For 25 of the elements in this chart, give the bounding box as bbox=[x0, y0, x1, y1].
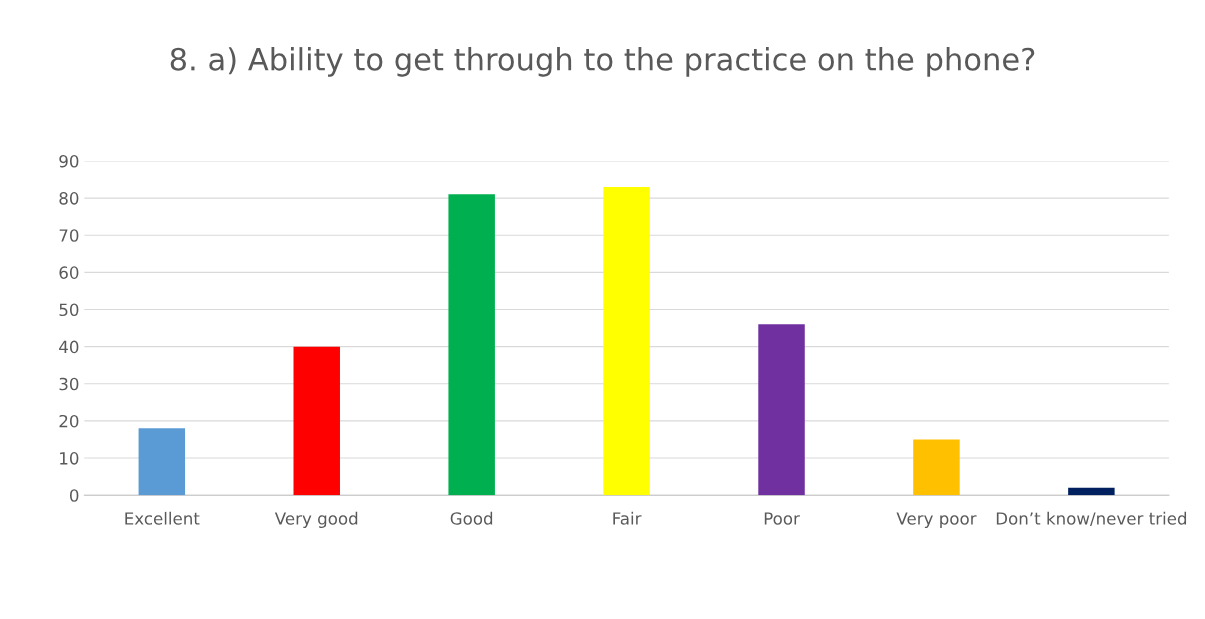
y-tick-label: 10 bbox=[60, 452, 79, 465]
y-tick-label: 20 bbox=[59, 414, 79, 428]
bar bbox=[448, 194, 495, 496]
x-tick-label: Very poor bbox=[896, 512, 977, 528]
x-tick-label: Very good bbox=[274, 511, 358, 528]
y-tick-label: 90 bbox=[59, 154, 79, 168]
x-tick-label: Excellent bbox=[125, 511, 200, 525]
bar bbox=[1068, 487, 1115, 496]
bar bbox=[758, 324, 805, 496]
y-tick-label: 40 bbox=[59, 340, 79, 354]
x-tick-label: Good bbox=[450, 511, 493, 525]
bar bbox=[913, 439, 960, 496]
y-tick-label: 60 bbox=[59, 266, 79, 279]
y-tick-label: 70 bbox=[59, 229, 79, 242]
y-tick-label: 80 bbox=[59, 192, 79, 205]
bar bbox=[293, 346, 340, 496]
x-tick-label: Fair bbox=[613, 511, 642, 525]
bar bbox=[138, 428, 186, 496]
x-tick-label: Don’t know/never tried bbox=[996, 511, 1187, 527]
y-tick-label: 50 bbox=[59, 303, 79, 317]
bar bbox=[603, 186, 650, 496]
y-tick-label: 30 bbox=[59, 377, 79, 391]
y-tick-label: 0 bbox=[69, 489, 79, 502]
x-tick-label: Poor bbox=[764, 512, 800, 525]
chart-title: 8. a) Ability to get through to the practice on the phone? bbox=[170, 47, 1035, 77]
